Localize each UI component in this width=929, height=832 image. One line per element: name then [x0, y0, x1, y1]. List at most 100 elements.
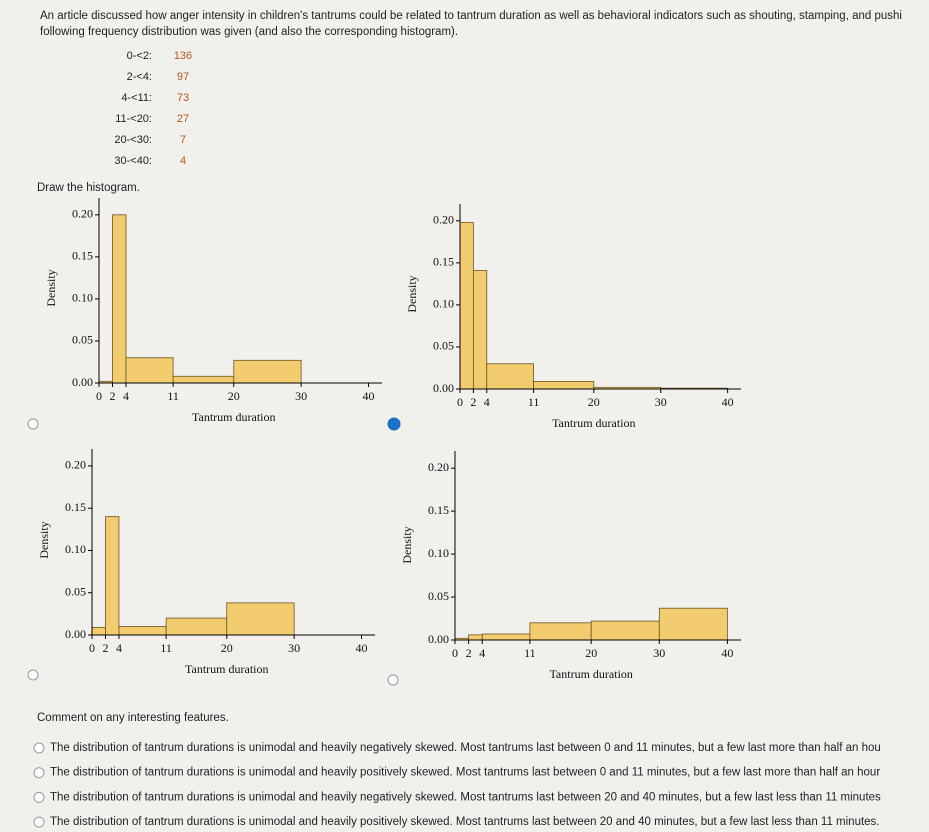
- x-axis-label: Tantrum duration: [192, 410, 275, 424]
- frequency: 97: [177, 71, 189, 83]
- option-text: The distribution of tantrum durations is…: [50, 742, 881, 754]
- bar: [226, 602, 295, 636]
- bar: [468, 634, 483, 641]
- bar: [658, 607, 728, 641]
- radio-button[interactable]: [27, 669, 39, 681]
- radio-button[interactable]: [33, 791, 45, 803]
- radio-button[interactable]: [387, 674, 399, 686]
- bar: [481, 633, 531, 641]
- y-tick-label: 0.15: [428, 503, 449, 517]
- x-tick-label: 11: [167, 389, 179, 403]
- y-axis-label: Density: [400, 526, 414, 563]
- y-tick-label: 0.15: [433, 255, 454, 269]
- y-tick-label: 0.00: [72, 375, 93, 389]
- frequency: 73: [177, 92, 189, 104]
- y-tick-label: 0.15: [65, 500, 86, 514]
- bar: [533, 381, 595, 390]
- x-tick-label: 0: [457, 395, 463, 409]
- x-tick-label: 2: [109, 389, 115, 403]
- prompt: Draw the histogram.: [37, 182, 140, 194]
- x-tick-label: 11: [524, 646, 536, 660]
- question-text: An article discussed how anger intensity…: [40, 10, 902, 22]
- frequency: 4: [180, 155, 186, 167]
- bar: [472, 270, 488, 390]
- x-tick-label: 20: [228, 389, 240, 403]
- x-axis-label: Tantrum duration: [549, 667, 632, 681]
- x-tick-label: 2: [466, 646, 472, 660]
- class-label: 20-<30:: [114, 134, 152, 146]
- bar: [590, 620, 660, 641]
- comment-prompt: Comment on any interesting features.: [37, 712, 229, 724]
- class-label: 0-<2:: [127, 50, 152, 62]
- x-tick-label: 40: [721, 646, 733, 660]
- bar: [172, 375, 235, 384]
- bar: [91, 626, 106, 636]
- class-label: 30-<40:: [114, 155, 152, 167]
- y-tick-label: 0.00: [65, 627, 86, 641]
- bar: [125, 357, 174, 384]
- x-tick-label: 40: [363, 389, 375, 403]
- frequency: 27: [177, 113, 189, 125]
- x-tick-label: 4: [484, 395, 490, 409]
- x-tick-label: 30: [288, 641, 300, 655]
- radio-button[interactable]: [27, 418, 39, 430]
- radio-button[interactable]: [387, 417, 401, 431]
- radio-button[interactable]: [33, 742, 45, 754]
- bar: [529, 622, 592, 641]
- x-axis-label: Tantrum duration: [552, 416, 635, 430]
- y-axis-label: Density: [37, 521, 51, 558]
- x-tick-label: 11: [528, 395, 540, 409]
- x-tick-label: 40: [356, 641, 368, 655]
- y-tick-label: 0.15: [72, 249, 93, 263]
- bar: [459, 222, 474, 390]
- x-tick-label: 4: [116, 641, 122, 655]
- y-tick-label: 0.00: [433, 381, 454, 395]
- class-label: 11-<20:: [115, 113, 152, 125]
- x-tick-label: 0: [452, 646, 458, 660]
- option-text: The distribution of tantrum durations is…: [50, 816, 880, 828]
- x-tick-label: 4: [123, 389, 129, 403]
- x-tick-label: 20: [588, 395, 600, 409]
- y-tick-label: 0.10: [428, 546, 449, 560]
- y-tick-label: 0.20: [72, 207, 93, 221]
- x-tick-label: 2: [102, 641, 108, 655]
- x-tick-label: 30: [653, 646, 665, 660]
- frequency: 136: [174, 50, 192, 62]
- y-tick-label: 0.10: [72, 291, 93, 305]
- y-tick-label: 0.05: [72, 333, 93, 347]
- x-axis-label: Tantrum duration: [185, 662, 268, 676]
- question-text: following frequency distribution was giv…: [40, 26, 458, 38]
- y-tick-label: 0.20: [428, 460, 449, 474]
- x-tick-label: 20: [221, 641, 233, 655]
- y-tick-label: 0.05: [433, 339, 454, 353]
- y-tick-label: 0.10: [433, 297, 454, 311]
- bar: [233, 359, 302, 384]
- bar: [105, 516, 120, 636]
- y-tick-label: 0.20: [65, 458, 86, 472]
- class-label: 2-<4:: [127, 71, 152, 83]
- bar: [165, 617, 228, 636]
- class-label: 4-<11:: [121, 92, 152, 104]
- x-tick-label: 2: [470, 395, 476, 409]
- option-text: The distribution of tantrum durations is…: [50, 791, 881, 803]
- y-tick-label: 0.05: [428, 589, 449, 603]
- radio-button[interactable]: [33, 816, 45, 828]
- y-tick-label: 0.20: [433, 213, 454, 227]
- x-tick-label: 0: [89, 641, 95, 655]
- y-tick-label: 0.05: [65, 584, 86, 598]
- bar: [118, 626, 167, 636]
- bar: [486, 363, 534, 390]
- x-tick-label: 20: [585, 646, 597, 660]
- x-tick-label: 11: [160, 641, 172, 655]
- y-tick-label: 0.00: [428, 632, 449, 646]
- x-tick-label: 40: [722, 395, 734, 409]
- x-tick-label: 4: [479, 646, 485, 660]
- option-text: The distribution of tantrum durations is…: [50, 767, 880, 779]
- x-tick-label: 30: [295, 389, 307, 403]
- radio-button[interactable]: [33, 767, 45, 779]
- x-tick-label: 30: [655, 395, 667, 409]
- frequency: 7: [180, 134, 186, 146]
- bar: [112, 214, 127, 384]
- x-tick-label: 0: [96, 389, 102, 403]
